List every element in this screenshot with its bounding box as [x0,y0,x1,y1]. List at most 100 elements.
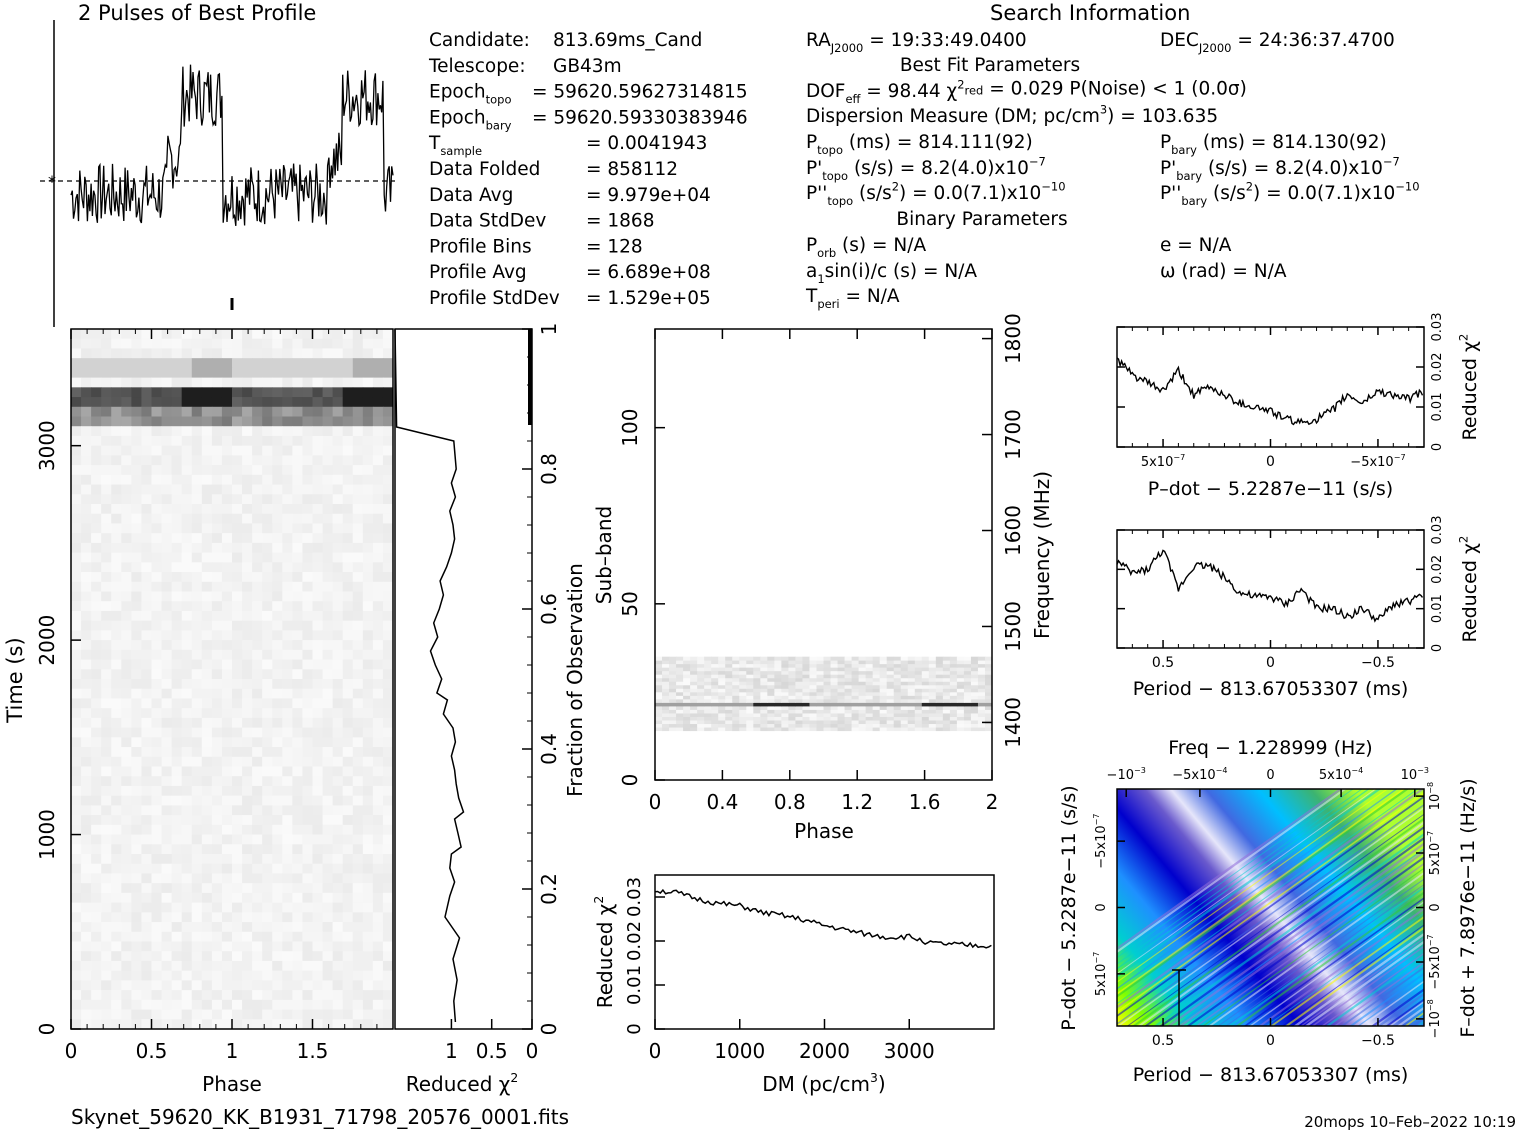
subband-cell [977,698,986,703]
time-phase-cell [362,513,374,524]
subband-cell [907,681,916,686]
subband-cell [851,674,860,679]
time-phase-cell [81,465,92,476]
pp-contour [1126,813,1424,1026]
time-phase-cell [322,931,334,942]
subband-cell [837,706,846,710]
subband-cell [732,698,740,703]
time-phase-cell [242,552,253,563]
time-phase-cell [211,591,223,602]
time-phase-cell [232,455,243,466]
time-phase-cell [201,795,213,806]
time-phase-cell [111,387,122,398]
time-phase-cell [312,416,324,427]
time-phase-cell [312,377,324,388]
subband-cell [970,677,979,682]
time-phase-cell [362,844,374,855]
subband-cell [900,720,909,725]
subband-cell [669,695,677,700]
time-phase-cell [342,474,354,486]
time-phase-cell [111,863,122,874]
subband-cell [753,716,761,721]
time-phase-cell [131,717,142,729]
time-phase-cell [191,659,203,670]
time-phase-cell [151,883,163,894]
subband-cell [725,677,733,682]
subband-cell [809,691,817,696]
subband-cell [956,713,965,717]
time-phase-cell [282,776,293,787]
subband-cell [802,681,810,686]
time-phase-cell [71,756,82,767]
time-phase-cell [211,435,223,447]
subband-cell [886,723,895,728]
time-phase-cell [332,455,344,466]
time-phase-cell [211,795,223,806]
time-phase-cell [362,669,374,680]
time-phase-cell [332,610,344,622]
subband-cell [739,695,747,700]
time-phase-cell [171,406,183,417]
time-phase-cell [81,999,92,1011]
subband-cell [746,684,754,689]
time-phase-cell [91,727,102,738]
subband-cell [977,681,986,686]
time-phase-cell [312,776,324,787]
time-phase-cell [332,367,344,379]
time-phase-cell [302,844,313,855]
time-phase-cell [272,1019,283,1029]
time-phase-cell [161,377,173,388]
subband-cell [830,663,839,668]
time-phase-cell [171,630,183,641]
subband-cell [970,656,979,661]
subband-cell [676,716,684,721]
time-phase-cell [302,358,313,369]
time-phase-cell [382,941,393,952]
subband-cell [711,720,719,725]
time-phase-cell [201,892,213,904]
time-phase-cell [221,426,233,437]
subband-cell [690,674,698,679]
time-phase-cell [312,455,324,466]
subband-cell [942,667,951,672]
time-phase-cell [262,776,273,787]
time-phase-cell [101,990,112,1001]
subband-cell [725,667,733,672]
time-phase-cell [322,494,334,505]
time-phase-cell [111,727,122,738]
time-phase-cell [342,863,354,874]
time-phase-cell [121,397,132,408]
time-phase-cell [71,912,82,923]
subband-cell [711,674,719,679]
subband-cell [795,674,803,679]
time-phase-cell [322,513,334,524]
subband-cell [823,677,832,682]
time-phase-cell [302,688,313,699]
time-phase-cell [191,630,203,641]
subband-cell [956,674,965,679]
time-phase-cell [171,1019,183,1029]
subband-cell [949,677,958,682]
subband-cell [739,656,747,661]
subband-cell [697,656,705,661]
time-phase-cell [201,785,213,797]
time-phase-cell [211,815,223,826]
time-phase-cell [151,892,163,904]
time-phase-cell [252,941,263,952]
subband-cell [683,677,691,682]
time-phase-cell [302,834,313,845]
time-phase-cell [342,815,354,826]
time-phase-cell [171,980,183,991]
time-phase-cell [312,805,324,816]
subband-cell [984,684,993,689]
pp-contour [1217,878,1424,1026]
time-phase-cell [171,747,183,758]
subband-cell [823,663,832,668]
time-phase-cell [272,562,283,573]
time-phase-cell [232,883,243,894]
subband-cell [767,727,775,732]
sb-y2label: Frequency (MHz) [1030,471,1054,639]
time-phase-cell [191,669,203,680]
time-phase-cell [312,863,324,874]
pp-contour [1304,940,1424,1026]
